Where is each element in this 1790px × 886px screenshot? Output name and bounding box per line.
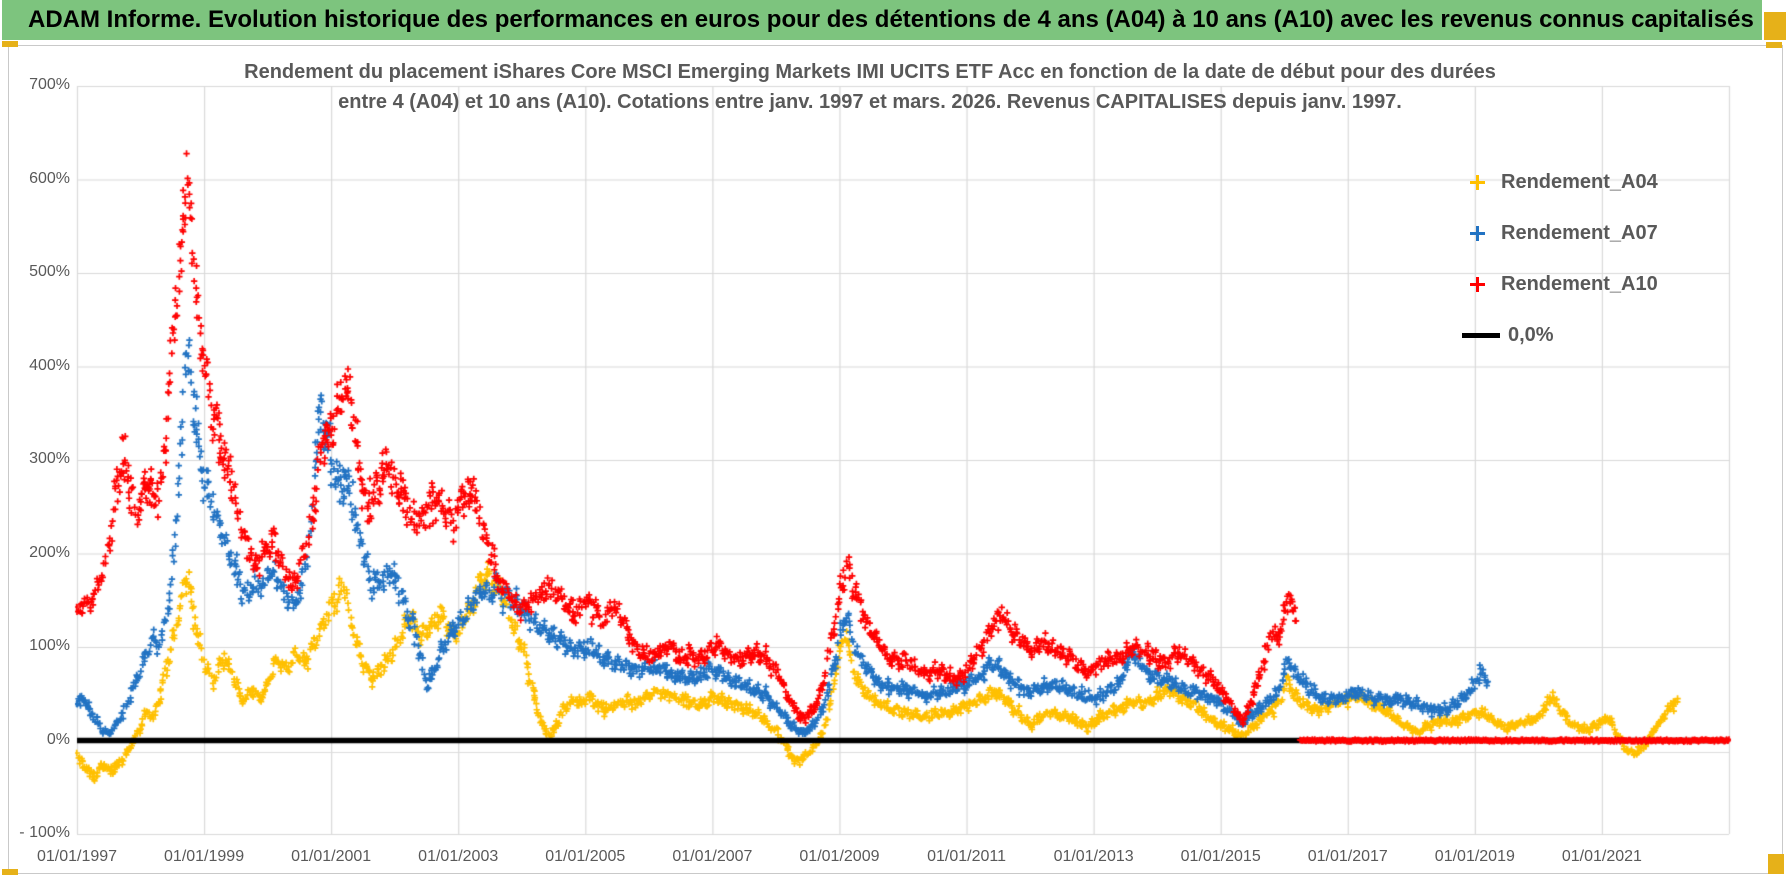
chart-title-line1: Rendement du placement iShares Core MSCI… (244, 61, 1496, 83)
x-tick-label: 01/01/2013 (1053, 848, 1134, 865)
y-tick-label: 500% (29, 263, 70, 280)
x-tick-label: 01/01/2019 (1434, 848, 1515, 865)
y-tick-label: 0% (46, 730, 70, 748)
plus-marker-icon (1470, 226, 1485, 241)
legend-label: Rendement_A10 (1501, 273, 1658, 295)
plus-marker-icon (1470, 277, 1485, 292)
plus-marker-icon (1470, 175, 1485, 190)
x-tick-label: 01/01/2003 (418, 848, 499, 865)
y-tick-label: 700% (29, 76, 70, 93)
x-tick-label: 01/01/2005 (545, 848, 626, 865)
x-tick-label: 01/01/2015 (1180, 848, 1261, 865)
x-tick-label: 01/01/2011 (927, 848, 1006, 865)
y-tick-label: 100% (29, 637, 70, 654)
y-tick-label: 400% (29, 356, 70, 374)
y-tick-label: 600% (29, 169, 70, 187)
y-tick-label: - 100% (19, 824, 70, 841)
x-tick-label: 01/01/2021 (1561, 848, 1642, 865)
legend-label: 0,0% (1508, 324, 1554, 346)
chart-title-line2: entre 4 (A04) et 10 ans (A10). Cotations… (338, 91, 1402, 113)
legend-item-a10: Rendement_A10 (1462, 259, 1658, 310)
y-tick-label: 200% (29, 543, 70, 561)
legend-item-a04: Rendement_A04 (1462, 157, 1658, 208)
y-tick-label: 300% (29, 450, 70, 467)
x-tick-label: 01/01/2009 (799, 848, 880, 865)
legend-label: Rendement_A04 (1501, 171, 1658, 193)
chart-title: Rendement du placement iShares Core MSCI… (190, 57, 1550, 117)
chart-legend: Rendement_A04 Rendement_A07 Rendement_A1… (1462, 157, 1658, 361)
legend-label: Rendement_A07 (1501, 222, 1658, 244)
x-tick-label: 01/01/2017 (1307, 848, 1388, 865)
x-tick-label: 01/01/1999 (164, 848, 245, 865)
black-line-icon (1462, 333, 1500, 338)
x-tick-label: 01/01/1997 (36, 848, 118, 865)
legend-item-a07: Rendement_A07 (1462, 208, 1658, 259)
x-tick-label: 01/01/2001 (291, 848, 372, 865)
legend-item-zero-line: 0,0% (1462, 310, 1658, 361)
x-tick-label: 01/01/2007 (672, 848, 753, 865)
